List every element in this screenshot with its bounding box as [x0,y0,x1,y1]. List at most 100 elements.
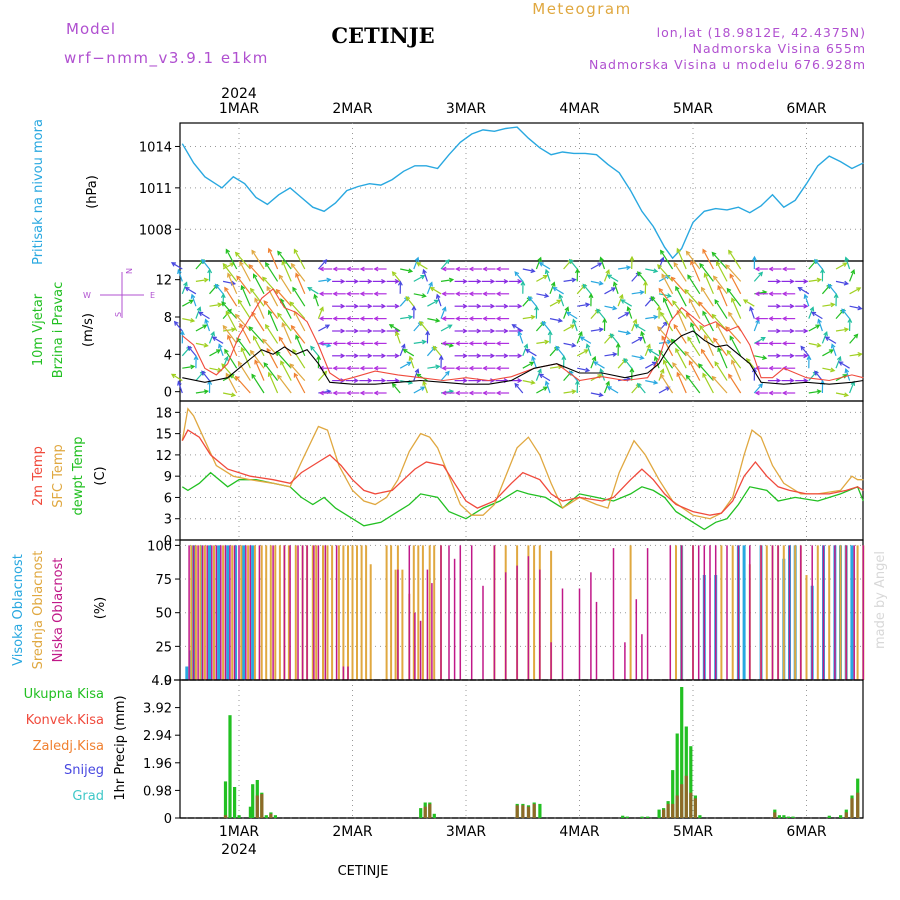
wind-arrow-head [653,355,659,361]
wind-arrow [413,257,419,270]
wind-arrow-head [391,382,397,388]
wind-arrow-head [830,302,836,308]
wind-arrow-head [448,342,455,348]
wind-arrow [277,375,292,394]
wind-arrow-head [728,311,733,317]
wind-arrow [577,303,590,307]
wind-arrow-head [224,286,229,292]
bottom-date-labels: 1MAR 2MAR 3MAR 4MAR 5MAR 6MAR [219,824,827,840]
wind-arrow [536,275,548,282]
wind-arrow-head [684,288,690,294]
wind-arrow-head [468,316,474,322]
wind-arrow [250,350,265,369]
precip-total-bar [251,784,255,818]
wind-arrow-head [702,372,707,378]
wind-arrow-head [359,291,365,297]
wind-arrow [637,271,646,282]
wind-arrow [613,282,619,294]
wind-arrow-head [455,390,461,396]
precip-total-bar [432,813,436,818]
wind-speed-line [182,330,864,385]
wind-arrow-head [552,286,558,292]
wind-arrow-head [529,361,535,367]
wind-arrow [690,260,701,282]
model-elevation-text: Nadmorska Visina u modelu 676.928m [589,57,866,72]
wind-arrow-head [332,316,338,322]
wind-arrow [201,370,210,381]
wind-arrow [514,383,524,394]
bottom-year-label: 2024 [221,842,257,858]
wind-arrow [522,361,534,369]
wind-arrow [607,274,619,282]
wind-arrow [536,386,548,394]
wind-arrow [701,349,714,369]
wind-arrow [640,331,646,344]
wind-arrow [409,356,415,369]
wind-arrow [419,321,428,332]
wind-arrow-head [210,331,215,337]
wind-arrow [607,386,619,394]
wind-arrow [729,336,742,357]
wind-gust-line [181,288,864,382]
wind-arrow [713,275,728,295]
wind-arrow [292,349,306,369]
temp-ytick-label: 15 [155,428,172,443]
wind-arrow-head [237,299,243,305]
wind-arrow-head [503,278,509,284]
wind-arrow-head [190,317,196,323]
wind-arrow [731,360,742,381]
cloud-panel: 0 25 50 75 100 [147,539,865,689]
pressure-ytick-label: 1011 [139,182,172,197]
wind-arrow [522,380,535,384]
wind-arrow-head [639,290,645,295]
wind-arrow [295,273,306,295]
wind-arrow [427,299,439,307]
wind-arrow [405,296,415,307]
wind-arrow [590,328,603,332]
wind-arrow-head [394,378,400,384]
wind-arrow [277,251,292,270]
wind-arrow [576,331,583,344]
precip-conv-bar [526,806,531,818]
compass-w: W [83,291,91,300]
wind-arrow-head [585,367,591,373]
wind-arrow [239,323,251,344]
wind-arrow [835,392,848,396]
wind-arrow-head [441,340,447,346]
wind-arrow-head [605,269,610,275]
wind-arrow-head [307,286,313,292]
wind-arrow [413,386,425,394]
wind-arrow-head [173,320,179,326]
wind-arrow [566,311,578,320]
wind-arrow-head [657,326,662,332]
wind-arrow [657,326,674,344]
wind-arrow-head [422,268,427,275]
pressure-panel: 1008 1011 1014 [139,122,864,262]
wind-arrow [536,293,549,297]
wind-arrow [392,383,401,394]
wind-arrow [539,262,551,270]
wind-arrow-head [762,355,768,360]
wind-arrow-head [811,311,817,317]
wind-arrow-head [530,379,536,385]
wind-arrow [702,373,714,394]
wind-arrow-head [714,361,719,367]
wind-arrow [686,251,701,270]
wind-arrow-head [249,349,255,355]
wind-arrow [841,308,851,319]
wind-arrow-head [267,371,273,377]
wind-arrow-head [432,345,438,351]
wind-arrow-head [726,349,732,355]
wind-arrow-head [441,316,447,322]
wind-arrow-head [702,310,707,316]
wind-arrow-head [768,340,774,346]
wind-ytick-label: 8 [164,311,172,326]
wind-arrow-head [293,372,299,378]
pressure-ytick-label: 1008 [139,223,172,238]
wind-arrow [631,291,644,295]
wind-arrow [430,287,442,295]
wind-arrow [266,286,279,307]
top-date-label: 4MAR [559,101,600,117]
wind-arrow [753,319,760,332]
